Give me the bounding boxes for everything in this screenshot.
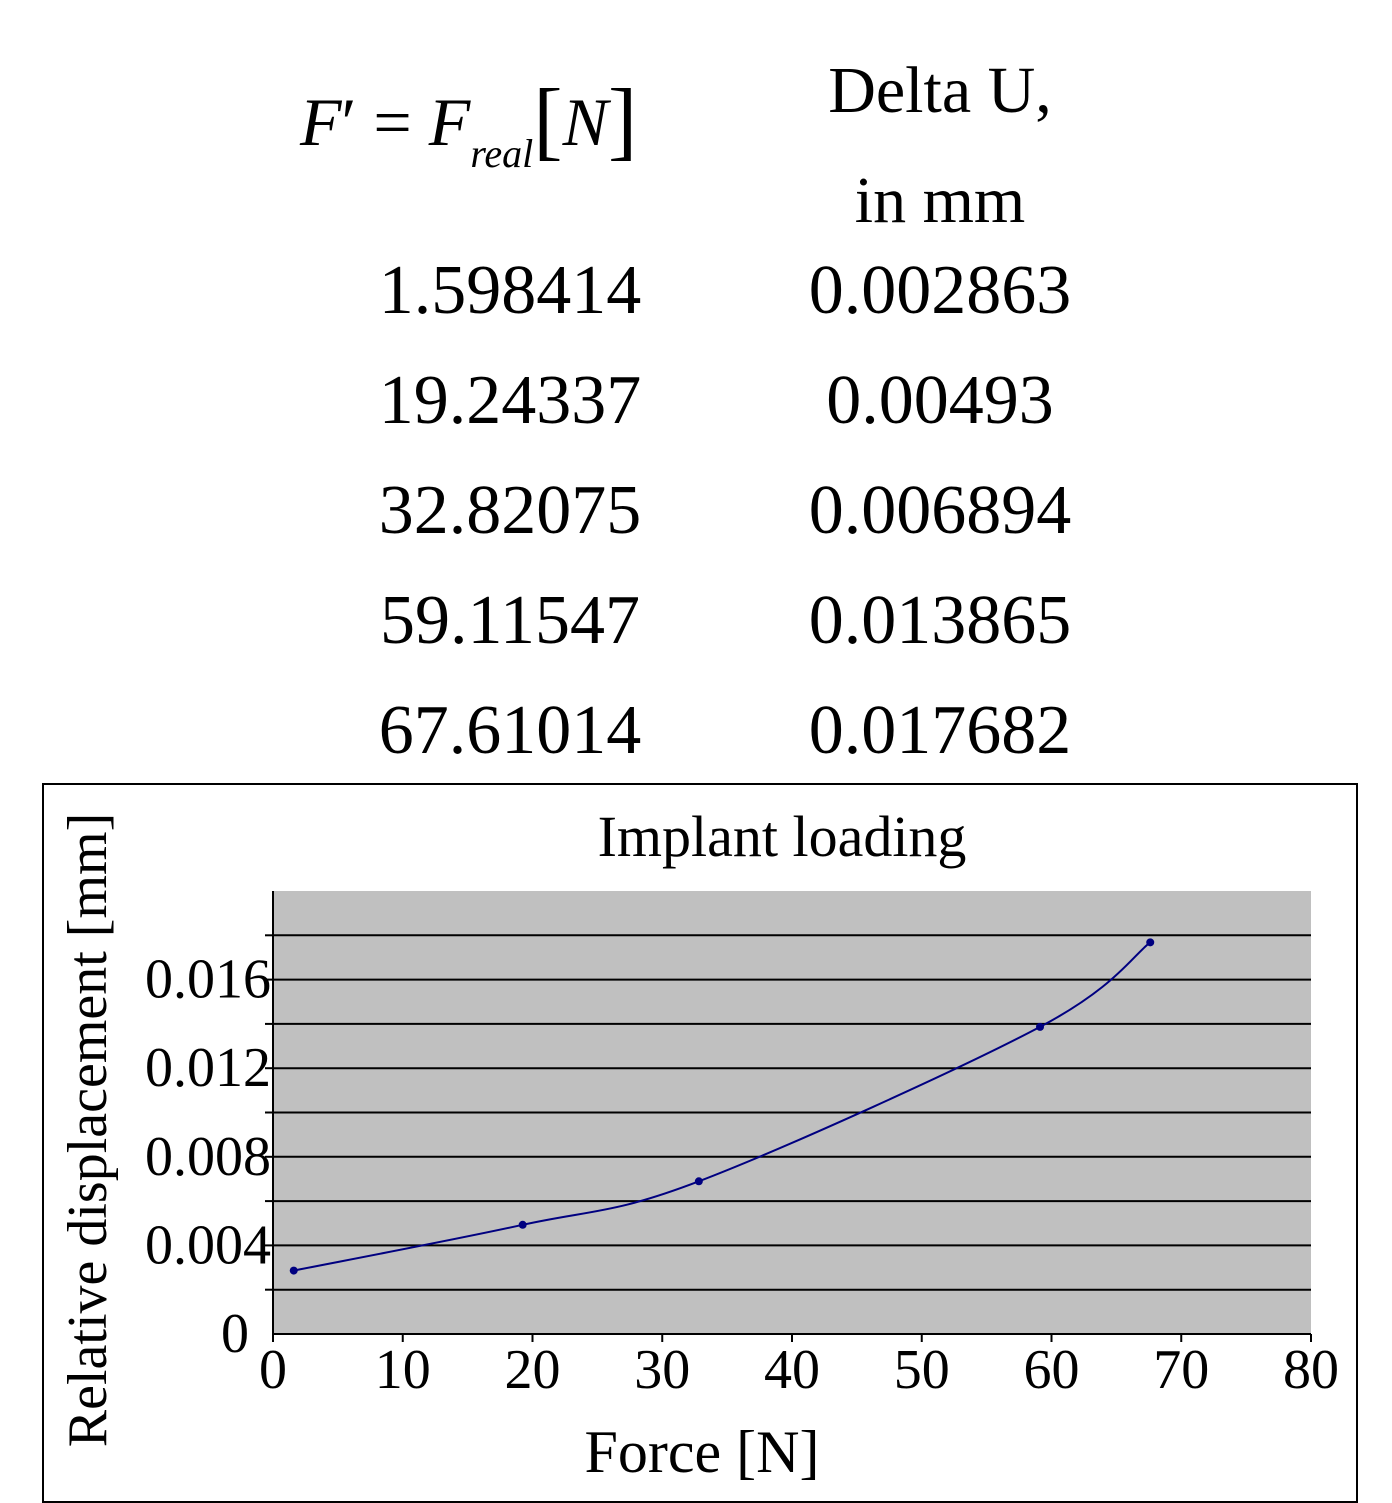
x-axis-label: Force [N] bbox=[585, 1419, 820, 1485]
delta-u-cell: 0.013865 bbox=[808, 582, 1072, 659]
formula-right-bracket: ] bbox=[607, 72, 638, 169]
force-cell: 32.82075 bbox=[378, 472, 642, 549]
delta-u-cell: 0.00493 bbox=[826, 362, 1054, 439]
force-cell: 19.24337 bbox=[378, 362, 642, 439]
delta-u-header-line1: Delta U, bbox=[828, 54, 1052, 127]
x-tick-label: 0 bbox=[259, 1339, 287, 1401]
x-tick-label: 30 bbox=[634, 1339, 690, 1401]
x-tick-label: 10 bbox=[375, 1339, 431, 1401]
delta-u-cell: 0.002863 bbox=[808, 252, 1072, 329]
delta-u-cell: 0.006894 bbox=[808, 472, 1072, 549]
delta-u-header-line2: in mm bbox=[854, 164, 1026, 237]
formula-subscript: real bbox=[470, 131, 534, 176]
formula-equals: = bbox=[373, 84, 412, 160]
data-point bbox=[694, 1177, 703, 1186]
x-tick-label: 20 bbox=[505, 1339, 561, 1401]
force-cell: 67.61014 bbox=[378, 692, 642, 769]
delta-u-column-header: Delta U, in mm bbox=[760, 36, 1120, 256]
data-point bbox=[289, 1266, 298, 1275]
force-cell: 1.598414 bbox=[378, 252, 642, 329]
plot-area: 0 0.004 0.008 0.012 0.016 0 10 20 30 40 50 60 70 80 bbox=[145, 891, 1339, 1401]
x-tick-label: 80 bbox=[1283, 1339, 1339, 1401]
formula-left-bracket: [ bbox=[533, 72, 563, 169]
y-tick-label: 0.012 bbox=[145, 1037, 271, 1099]
y-tick-label: 0.016 bbox=[145, 949, 271, 1011]
x-tick-label: 60 bbox=[1024, 1339, 1080, 1401]
y-axis-label: Relative displacement [mm] bbox=[57, 813, 119, 1447]
formula-f-real: F bbox=[428, 84, 471, 160]
x-tick-label: 70 bbox=[1153, 1339, 1209, 1401]
force-column-header: F′ = Freal[N] bbox=[300, 66, 720, 186]
delta-u-cell: 0.017682 bbox=[808, 692, 1072, 769]
y-tick-label: 0 bbox=[221, 1303, 249, 1365]
formula-prime: ′ bbox=[341, 84, 357, 160]
formula-unit: N bbox=[562, 84, 608, 160]
data-point bbox=[1146, 938, 1155, 947]
formula-f: F bbox=[300, 84, 342, 160]
data-point bbox=[1036, 1022, 1045, 1031]
data-point bbox=[518, 1220, 527, 1229]
chart-title: Implant loading bbox=[598, 804, 967, 869]
x-tick-label: 40 bbox=[764, 1339, 820, 1401]
force-cell: 59.11547 bbox=[380, 582, 640, 659]
data-table: F′ = Freal[N] Delta U, in mm 1.598414 0.… bbox=[300, 36, 1120, 769]
x-tick-label: 50 bbox=[894, 1339, 950, 1401]
y-tick-label: 0.008 bbox=[145, 1126, 271, 1188]
y-tick-label: 0.004 bbox=[145, 1214, 271, 1276]
